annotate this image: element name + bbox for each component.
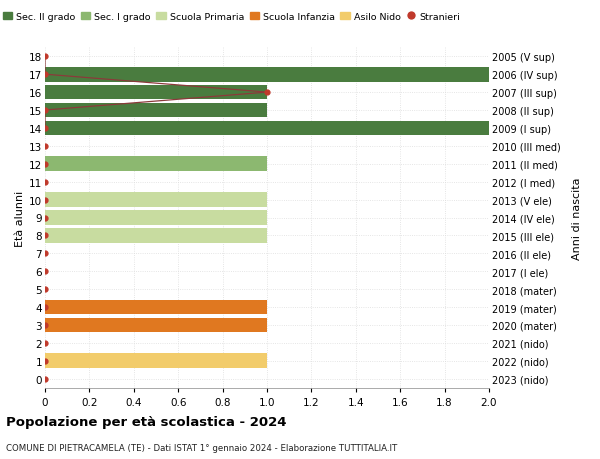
Bar xyxy=(45,229,267,243)
Bar xyxy=(45,193,267,207)
Text: Popolazione per età scolastica - 2024: Popolazione per età scolastica - 2024 xyxy=(6,415,287,428)
Legend: Sec. II grado, Sec. I grado, Scuola Primaria, Scuola Infanzia, Asilo Nido, Stran: Sec. II grado, Sec. I grado, Scuola Prim… xyxy=(0,9,464,25)
Bar xyxy=(45,300,267,315)
Y-axis label: Età alunni: Età alunni xyxy=(15,190,25,246)
Y-axis label: Anni di nascita: Anni di nascita xyxy=(572,177,581,259)
Bar xyxy=(45,85,267,100)
Text: COMUNE DI PIETRACAMELA (TE) - Dati ISTAT 1° gennaio 2024 - Elaborazione TUTTITAL: COMUNE DI PIETRACAMELA (TE) - Dati ISTAT… xyxy=(6,443,397,452)
Bar xyxy=(45,67,489,82)
Bar xyxy=(45,103,267,118)
Bar xyxy=(45,157,267,172)
Bar xyxy=(45,121,489,136)
Bar xyxy=(45,318,267,333)
Bar xyxy=(45,211,267,225)
Bar xyxy=(45,354,267,369)
